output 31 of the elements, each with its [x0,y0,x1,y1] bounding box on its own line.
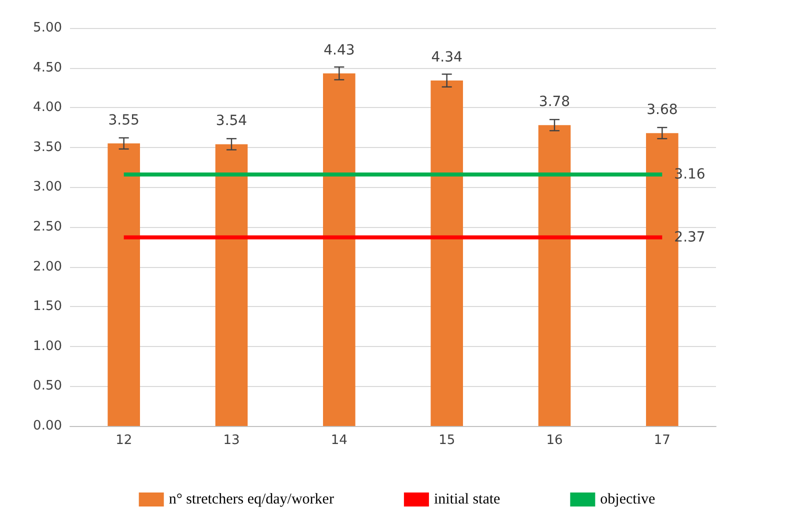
legend-label: initial state [434,492,501,508]
y-tick-label: 0.50 [33,378,62,394]
y-tick-label: 2.50 [33,220,62,234]
x-tick-label: 16 [546,433,563,448]
y-tick-label: 5.00 [33,20,62,36]
data-label: 3.55 [108,112,140,128]
bar [215,144,248,426]
y-tick-label: 0.00 [33,418,62,434]
y-tick-label: 1.50 [33,299,62,314]
data-label: 4.43 [324,42,355,58]
legend-label: n° stretchers eq/day/worker [168,492,334,508]
bar [108,143,140,426]
y-tick-label: 4.50 [33,60,62,76]
bar [323,73,356,426]
x-tick-label: 13 [223,433,240,448]
data-label: 4.34 [431,50,463,66]
y-tick-label: 3.00 [33,180,62,195]
legend-label: objective [600,492,656,508]
bar [430,80,463,426]
data-label: 3.54 [216,113,248,130]
x-tick-label: 12 [116,433,132,448]
y-tick-label: 1.00 [33,338,62,354]
x-tick-label: 17 [654,433,670,448]
x-tick-label: 15 [438,433,456,448]
y-tick-label: 4.00 [33,100,62,116]
y-tick-label: 3.50 [33,140,62,155]
data-label: 3.78 [538,94,570,110]
y-tick-label: 2.00 [33,259,62,274]
x-tick-label: 14 [330,433,348,448]
data-label: 3.68 [646,102,678,118]
bar [538,125,571,426]
